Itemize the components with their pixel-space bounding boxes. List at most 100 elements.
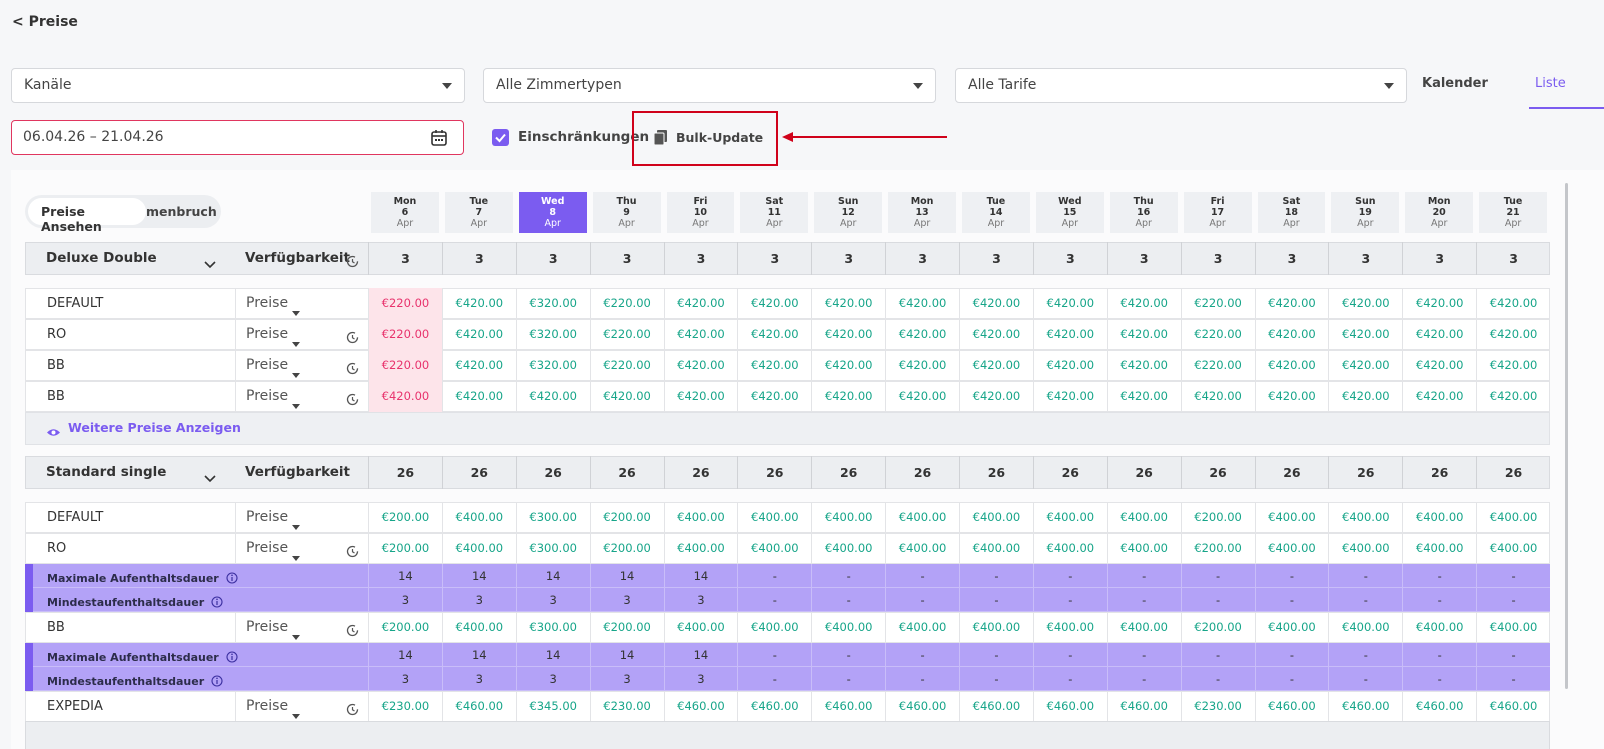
history-icon — [346, 622, 359, 637]
eye-icon — [46, 423, 61, 436]
availability-cell: 3 — [589, 242, 664, 275]
rate-name: DEFAULT — [47, 296, 104, 311]
info-svg — [226, 651, 238, 663]
price-cell: €220.00 — [1180, 350, 1255, 381]
price-cell: €200.00 — [1180, 533, 1255, 564]
room-type-select[interactable]: Alle Zimmertypen — [483, 68, 936, 103]
chevron — [204, 254, 216, 269]
restriction-label-wrap: Maximale Aufenthaltsdauer — [47, 569, 238, 588]
date-month: Apr — [1283, 218, 1300, 229]
restriction-cell: - — [1032, 588, 1107, 612]
view-toggle[interactable]: Preise Ansehen menbruch — [25, 195, 221, 234]
price-cell: €420.00 — [1402, 350, 1476, 381]
bulk-update-button[interactable]: Bulk-Update — [676, 130, 764, 145]
rate-name: BB — [47, 358, 65, 373]
room-name: Standard single — [46, 464, 167, 480]
back-link[interactable]: < Preise — [12, 14, 78, 30]
price-cell: €420.00 — [1476, 350, 1550, 381]
price-cell: €200.00 — [368, 612, 442, 643]
more-link[interactable]: Weitere Preise Anzeigen — [68, 420, 241, 435]
restriction-cell: - — [1402, 588, 1476, 612]
rate-selector[interactable]: Preise — [235, 319, 368, 350]
price-cell: €400.00 — [959, 612, 1033, 643]
chevron-svg — [204, 475, 216, 483]
info-icon — [226, 569, 238, 588]
date-month: Apr — [544, 218, 561, 229]
rate-selector[interactable]: Preise — [235, 288, 368, 319]
toggle-inactive[interactable]: menbruch — [146, 204, 217, 219]
dropdown-caret-svg — [292, 373, 300, 378]
date-month: Apr — [1504, 218, 1522, 229]
rate-selector[interactable]: Preise — [235, 533, 368, 564]
restriction-label: Maximale Aufenthaltsdauer — [47, 572, 219, 585]
date-header: Sun 12 Apr — [814, 192, 883, 233]
price-cell: €460.00 — [1106, 691, 1181, 722]
checkbox[interactable] — [492, 129, 509, 146]
price-cell: €460.00 — [1032, 691, 1107, 722]
restriction-strip — [25, 667, 33, 691]
price-cell: €420.00 — [1032, 381, 1107, 412]
rate-selector[interactable]: Preise — [235, 350, 368, 381]
price-cell: €460.00 — [1476, 691, 1550, 722]
rate-row — [25, 612, 1550, 643]
date-header: Tue 21 Apr — [1479, 192, 1547, 233]
channel-select[interactable]: Kanäle — [11, 68, 465, 103]
price-cell: €420.00 — [737, 381, 811, 412]
dropdown-caret — [292, 704, 300, 719]
list-tab[interactable]: Liste — [1529, 76, 1604, 109]
price-cell: €420.00 — [1476, 319, 1550, 350]
date-weekday: Tue — [1503, 196, 1523, 207]
date-header: Tue 7 Apr — [444, 192, 513, 233]
rate-selector[interactable]: Preise — [235, 381, 368, 412]
date-month: Apr — [766, 218, 783, 229]
rate-row — [25, 319, 1550, 350]
price-cell: €400.00 — [737, 533, 811, 564]
date-day: 9 — [623, 207, 630, 218]
toggle-active[interactable]: Preise Ansehen — [28, 198, 146, 234]
date-header: Sat 11 Apr — [740, 192, 809, 233]
calendar-tab[interactable]: Kalender — [1422, 76, 1488, 91]
availability-cell: 3 — [1402, 242, 1476, 275]
restriction-cell: - — [1180, 667, 1255, 691]
price-cell: €420.00 — [441, 288, 516, 319]
price-cell: €400.00 — [1106, 533, 1181, 564]
price-cell: €420.00 — [663, 381, 738, 412]
price-cell: €420.00 — [811, 381, 885, 412]
restriction-cell: - — [811, 667, 885, 691]
dropdown-caret-svg — [292, 714, 300, 719]
dropdown-caret — [292, 394, 300, 409]
price-cell: €400.00 — [1032, 502, 1107, 533]
restriction-label-wrap: Mindestaufenthaltsdauer — [47, 593, 223, 612]
history-icon — [346, 360, 359, 375]
availability-cell: 26 — [515, 456, 590, 489]
restriction-cell: - — [1254, 588, 1329, 612]
date-weekday: Fri — [693, 196, 708, 207]
date-day: 12 — [841, 207, 855, 218]
rate-selector[interactable]: Preise — [235, 502, 368, 533]
rate-selector[interactable]: Preise — [235, 612, 368, 643]
restriction-cell: - — [1032, 564, 1107, 588]
rate-selector[interactable]: Preise — [235, 691, 368, 722]
date-header: Mon 20 Apr — [1405, 192, 1474, 233]
date-weekday: Sun — [838, 196, 859, 207]
price-cell: €400.00 — [1106, 612, 1181, 643]
restriction-cell: - — [959, 643, 1033, 667]
price-cell: €400.00 — [1402, 533, 1476, 564]
rate-select[interactable]: Alle Tarife — [955, 68, 1407, 103]
price-cell: €420.00 — [589, 381, 664, 412]
date-header: Fri 10 Apr — [666, 192, 735, 233]
restriction-row — [25, 588, 1550, 612]
date-weekday: Fri — [1210, 196, 1225, 207]
availability-cell: 3 — [1106, 242, 1181, 275]
date-weekday: Sat — [1282, 196, 1301, 207]
restriction-cell: - — [1106, 643, 1181, 667]
dropdown-caret — [292, 625, 300, 640]
restriction-label: Mindestaufenthaltsdauer — [47, 675, 205, 688]
date-day: 21 — [1506, 207, 1520, 218]
date-range-input[interactable]: 06.04.26 – 21.04.26 — [11, 120, 464, 155]
chevron — [204, 468, 216, 483]
info-svg — [226, 572, 238, 584]
restriction-cell: 3 — [515, 588, 590, 612]
price-cell: €420.00 — [1180, 381, 1255, 412]
availability-cell: 3 — [1180, 242, 1255, 275]
